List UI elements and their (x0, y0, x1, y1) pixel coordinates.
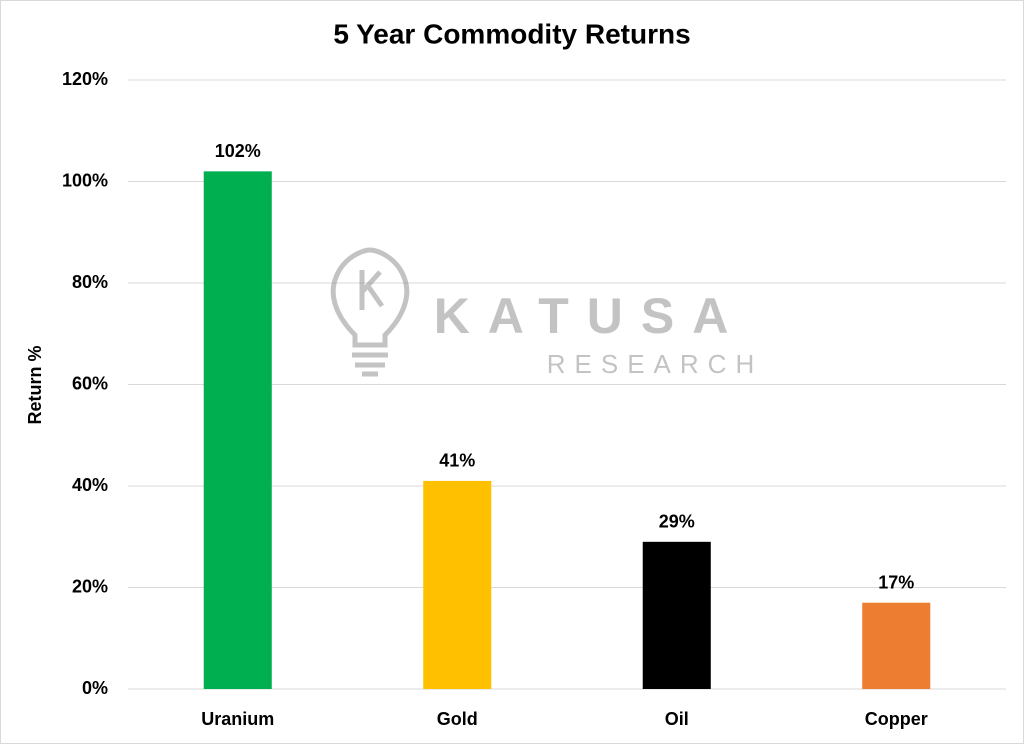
x-tick-label: Uranium (201, 709, 274, 729)
bar (423, 480, 492, 689)
chart-title: 5 Year Commodity Returns (333, 18, 690, 49)
watermark-icon (330, 247, 410, 377)
y-tick-label: 80% (72, 272, 108, 292)
y-tick-label: 20% (72, 576, 108, 596)
watermark-subtitle: RESEARCH (547, 349, 763, 379)
y-tick-label: 100% (62, 170, 108, 190)
y-tick-label: 60% (72, 373, 108, 393)
y-axis-label: Return % (25, 345, 45, 424)
x-tick-label: Oil (665, 709, 689, 729)
bar (862, 602, 931, 689)
y-tick-label: 120% (62, 69, 108, 89)
bar (203, 171, 272, 690)
data-label: 41% (439, 451, 475, 471)
bars: 102% 41% 29% 17% (203, 141, 931, 690)
watermark-title: KATUSA (434, 288, 747, 344)
x-tick-label: Copper (865, 709, 928, 729)
y-tick-label: 0% (82, 678, 108, 698)
data-label: 102% (215, 141, 261, 161)
bar (642, 541, 711, 689)
grid (128, 79, 1006, 690)
x-tick-label: Gold (437, 709, 478, 729)
data-label: 17% (878, 572, 914, 592)
watermark: KATUSA RESEARCH (330, 247, 763, 379)
y-tick-label: 40% (72, 475, 108, 495)
data-label: 29% (659, 512, 695, 532)
